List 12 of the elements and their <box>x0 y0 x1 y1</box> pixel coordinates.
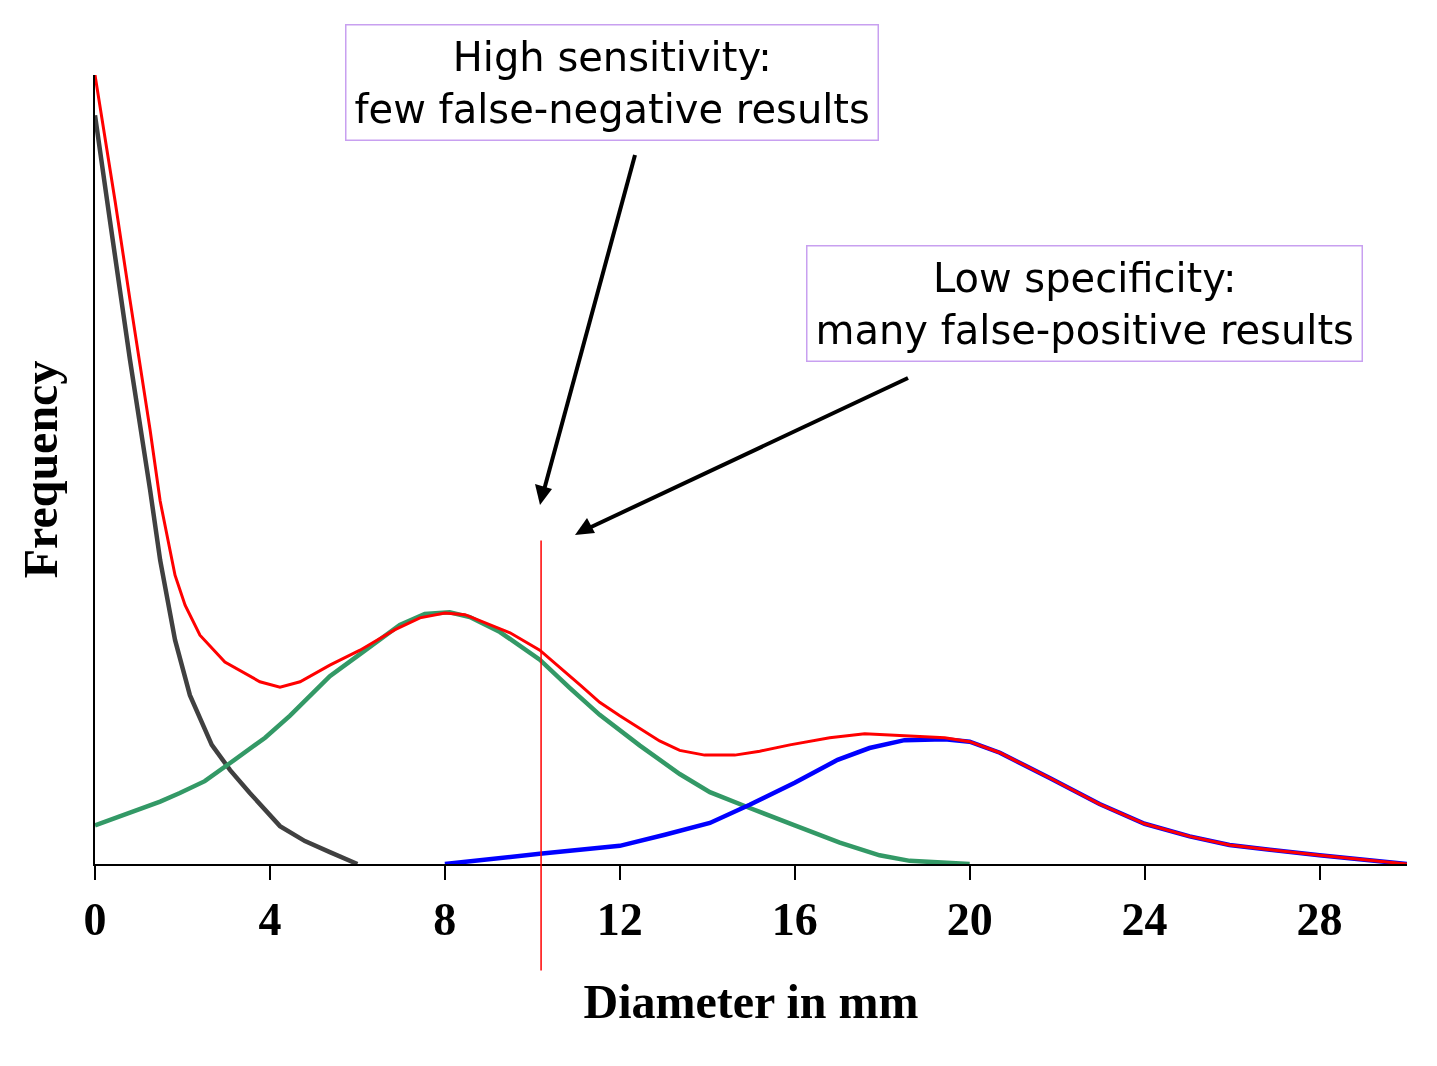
x-tick-label: 0 <box>83 894 107 946</box>
x-tick-label: 24 <box>1121 894 1168 946</box>
x-tick-label: 4 <box>258 894 282 946</box>
x-tick-label: 12 <box>596 894 643 946</box>
x-axis-title: Diameter in mm <box>583 974 919 1028</box>
y-axis-title: Frequency <box>14 360 68 579</box>
x-tick-label: 28 <box>1296 894 1343 946</box>
x-tick-label: 20 <box>946 894 993 946</box>
annotation: Low specificity: many false-positive results <box>815 254 1354 353</box>
x-tick-label: 8 <box>433 894 457 946</box>
x-tick-label: 16 <box>771 894 818 946</box>
annotation: High sensitivity: few false-negative results <box>354 33 870 132</box>
